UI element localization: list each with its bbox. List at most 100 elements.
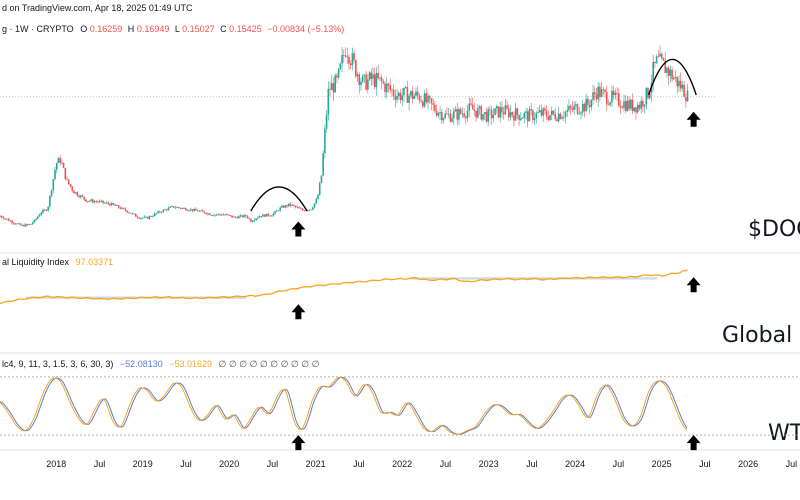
x-tick-label: Jul [267, 459, 279, 469]
candle-body [511, 112, 514, 116]
candle-body [2, 217, 5, 219]
candle-body [43, 209, 46, 211]
candle-body [52, 179, 55, 191]
candle-body [0, 215, 1, 217]
up-arrow-annotation [686, 435, 701, 451]
candle-body [47, 206, 49, 211]
candle-body [42, 210, 44, 213]
candle-body [490, 109, 493, 119]
candle-body [557, 113, 560, 122]
candle-body [392, 89, 395, 96]
candle-body [636, 104, 639, 113]
candle-body [528, 109, 531, 122]
candle-body [126, 210, 128, 213]
candle-body [337, 68, 340, 78]
candle-body [440, 112, 443, 121]
candle-body [300, 208, 302, 210]
candle-body [559, 113, 562, 119]
candle-body [597, 86, 599, 100]
candle-body [482, 114, 484, 120]
candle-body [509, 112, 512, 118]
candle-body [389, 85, 391, 90]
candle-body [587, 98, 589, 106]
candle-body [45, 209, 48, 211]
candle-body [487, 109, 489, 122]
candle-body [478, 106, 481, 109]
candle-body [399, 92, 402, 101]
candle-body [119, 207, 122, 209]
candle-body [136, 216, 139, 218]
panel-separators [0, 252, 800, 451]
candle-body [279, 207, 281, 211]
candle-body [229, 215, 232, 216]
candle-body [171, 206, 173, 207]
candle-body [35, 218, 37, 220]
price-panel [0, 45, 715, 227]
candle-body [344, 55, 347, 57]
candle-body [489, 109, 491, 111]
candle-body [452, 111, 455, 119]
candle-body [430, 98, 433, 104]
candle-body [11, 220, 13, 223]
candle-body [152, 215, 154, 217]
candle-body [607, 104, 610, 106]
candle-body [117, 205, 120, 208]
candle-body [679, 80, 682, 89]
candle-body [83, 196, 86, 200]
candle-body [647, 87, 649, 99]
candle-body [681, 84, 684, 89]
candle-body [501, 107, 503, 113]
candle-body [599, 86, 601, 97]
candle-body [172, 206, 175, 208]
candle-body [578, 113, 581, 115]
candle-body [16, 223, 18, 225]
candle-body [298, 207, 300, 209]
candle-body [616, 92, 618, 94]
candle-body [124, 208, 127, 211]
candle-body [258, 216, 261, 218]
candle-body [129, 212, 132, 214]
x-tick-label: Jul [440, 459, 452, 469]
up-arrow-annotation [686, 277, 701, 293]
candle-body [461, 113, 464, 115]
candle-body [282, 205, 285, 208]
candle-body [415, 91, 417, 96]
candle-body [645, 87, 648, 105]
candle-body [329, 88, 331, 90]
candle-body [580, 112, 582, 114]
candle-body [186, 210, 189, 211]
candle-body [251, 220, 254, 222]
candle-body [239, 215, 242, 217]
candle-body [243, 215, 245, 218]
candle-body [210, 214, 213, 216]
candle-body [26, 224, 29, 225]
candle-body [514, 108, 517, 121]
candle-body [313, 203, 316, 208]
arc-annotation [647, 59, 697, 96]
candle-body [563, 116, 565, 118]
candle-body [294, 205, 297, 208]
candle-body [550, 110, 553, 116]
candle-body [169, 206, 171, 208]
candle-body [554, 114, 557, 120]
x-tick-label: Jul [94, 459, 106, 469]
candle-body [318, 182, 321, 195]
candle-body [19, 223, 22, 226]
candle-body [499, 107, 502, 118]
candle-body [205, 213, 208, 215]
candle-body [667, 67, 670, 76]
candle-body [30, 223, 32, 225]
candle-body [619, 105, 622, 108]
candle-body [286, 205, 288, 207]
candle-body [231, 215, 233, 218]
candle-body [90, 199, 92, 201]
candle-body [590, 99, 593, 108]
candle-body [516, 108, 519, 115]
candle-body [666, 67, 668, 73]
candle-body [581, 103, 584, 113]
candle-body [112, 203, 115, 205]
candle-body [602, 89, 605, 91]
candle-body [397, 92, 400, 96]
candle-body [196, 210, 199, 212]
candle-body [54, 169, 56, 180]
